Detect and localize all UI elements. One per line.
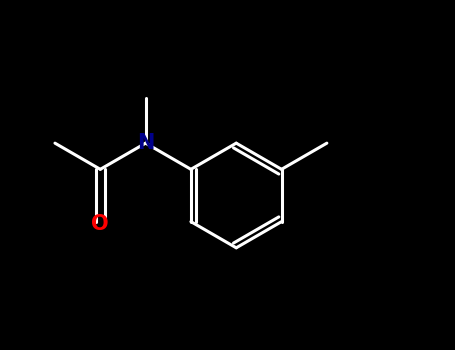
Text: N: N (137, 133, 154, 153)
Text: O: O (91, 214, 109, 234)
